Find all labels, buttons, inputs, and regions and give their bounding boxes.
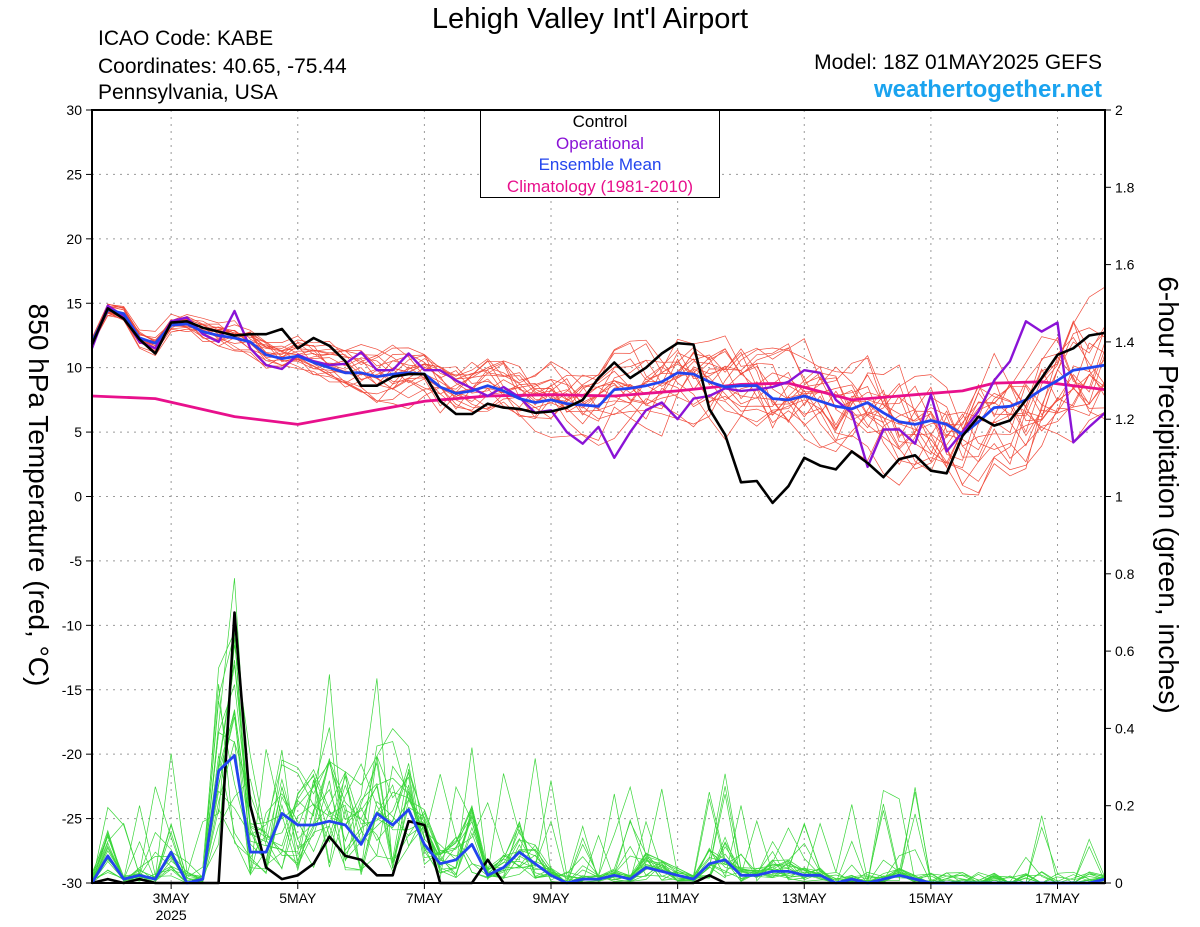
model-run: Model: 18Z 01MAY2025 GEFS [814,51,1102,74]
left-tick-label: 15 [66,295,82,311]
ensemble-mean-temp-line [90,308,1106,437]
x-tick-label: 13MAY [782,890,828,906]
left-tick-label: 10 [66,360,82,376]
left-tick-label: -20 [62,746,82,762]
temp-member-line [91,312,1106,473]
left-tick-label: -10 [62,617,82,633]
legend-item-ensemble-mean: Ensemble Mean [538,155,662,174]
right-tick-label: 2 [1115,102,1123,118]
right-tick-label: 0.8 [1115,566,1135,582]
x-tick-label: 15MAY [908,890,954,906]
left-tick-label: 20 [66,231,82,247]
chart-title: Lehigh Valley Int'l Airport [431,3,749,35]
x-tick-label: 7MAY [406,890,444,906]
precip-member-line [91,709,1106,884]
left-tick-label: -25 [62,811,82,827]
right-axis-ticks: 2 1.8 1.6 1.4 1.2 1 0.8 0.6 0.4 0.2 0 [1105,102,1135,891]
temp-member-line [91,305,1106,463]
grid-lines [92,110,1105,883]
temp-member-line [91,309,1106,494]
site-link[interactable]: weathertogether.net [873,76,1102,103]
legend-item-control: Control [572,112,628,131]
right-tick-label: 0.2 [1115,798,1135,814]
left-tick-label: 25 [66,166,82,182]
right-tick-label: 0 [1115,875,1123,891]
location: Pennsylvania, USA [98,81,278,104]
x-tick-year: 2025 [156,907,187,923]
icao-code: ICAO Code: KABE [98,27,274,50]
right-tick-label: 1.4 [1115,334,1135,350]
left-tick-label: 30 [66,102,82,118]
x-tick-label: 9MAY [532,890,570,906]
legend-item-operational: Operational [556,133,644,153]
right-tick-label: 1.8 [1115,179,1135,195]
left-axis-ticks: 30 25 20 15 10 5 0 -5 -10 -15 -20 -25 -30 [62,102,92,891]
right-tick-label: 1.6 [1115,257,1135,273]
right-tick-label: 1.2 [1115,411,1135,427]
temp-member-line [91,311,1106,496]
left-tick-label: -15 [62,682,82,698]
left-tick-label: -30 [62,875,82,891]
left-tick-label: -5 [70,553,83,569]
climatology-1981-2010-temp-line [91,380,1106,426]
left-axis-label: 850 hPa Temperature (red, °C) [23,303,54,687]
coordinates: Coordinates: 40.65, -75.44 [98,55,347,78]
legend-item-climatology: Climatology (1981-2010) [506,176,694,196]
series-lines [90,304,1106,885]
left-tick-label: 0 [74,489,82,505]
temp-member-line [91,315,1106,469]
x-tick-label: 11MAY [656,890,700,906]
control-precip-line [91,611,1105,885]
right-axis-label: 6-hour Precipitation (green, inches) [1153,276,1184,714]
chart-legend: Control Operational Ensemble Mean Climat… [480,110,720,198]
right-tick-label: 0.6 [1115,643,1135,659]
operational-temp-line [90,304,1106,469]
right-tick-label: 1 [1115,489,1123,505]
right-tick-label: 0.4 [1115,720,1135,736]
left-tick-label: 5 [74,424,82,440]
x-tick-label: 5MAY [279,890,317,906]
temp-member-line [91,303,1106,458]
control-temp-line [90,307,1106,505]
temp-member-line [91,311,1106,464]
x-tick-label: 17MAY [1035,890,1081,906]
x-tick-label: 3MAY [153,890,191,906]
